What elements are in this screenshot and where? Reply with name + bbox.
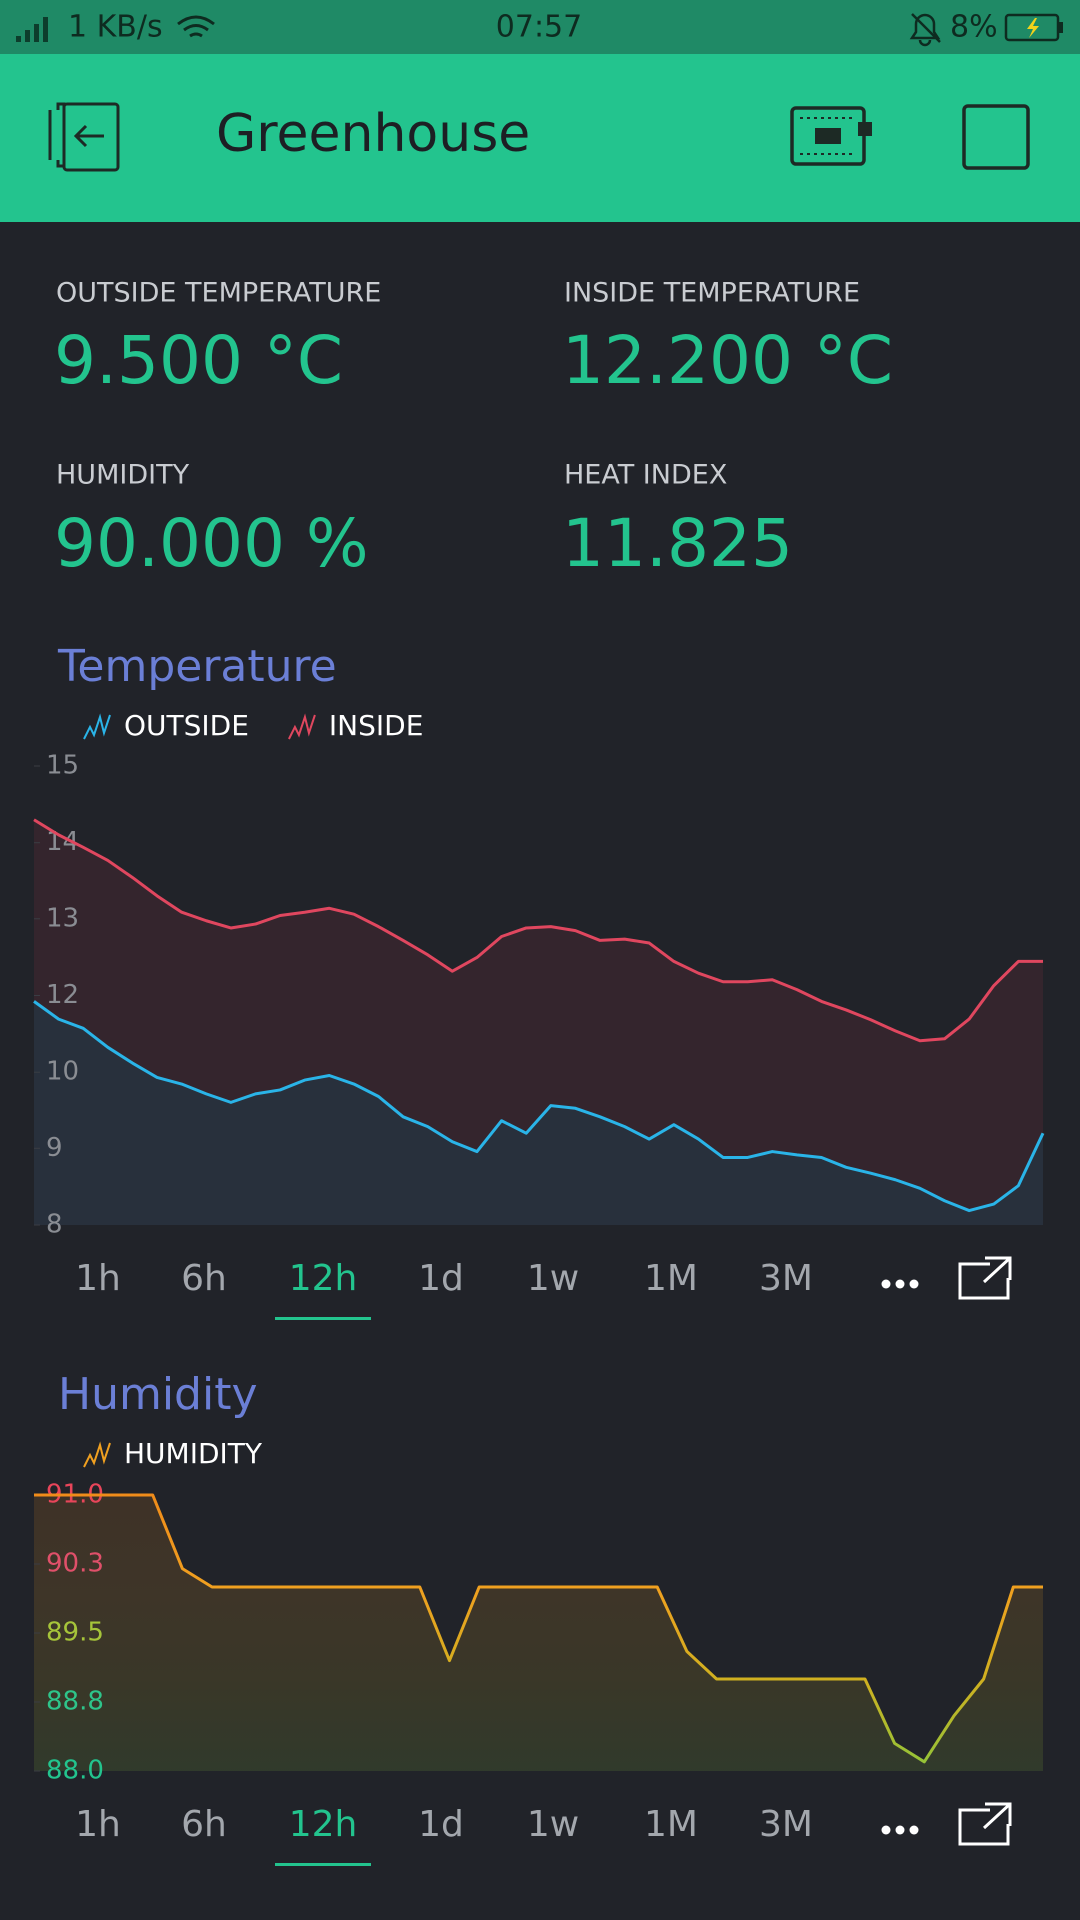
- y-tick-label: 10: [46, 1057, 79, 1087]
- selected-tab-underline: [275, 1863, 371, 1866]
- dot: [895, 1825, 905, 1835]
- network-speed: 1 KB/s: [68, 10, 163, 45]
- legend-label: INSIDE: [329, 709, 424, 742]
- expand-button[interactable]: [958, 1256, 1012, 1300]
- range-tab[interactable]: 12h: [289, 1258, 358, 1299]
- series-line: [34, 1493, 1043, 1764]
- range-tab[interactable]: 1w: [527, 1804, 579, 1845]
- y-tick-label: 13: [46, 903, 79, 933]
- mute-icon: [909, 13, 941, 47]
- chart-title: Humidity: [58, 1369, 258, 1420]
- series-area: [34, 1495, 1043, 1771]
- y-tick-label: 15: [46, 751, 79, 781]
- signal-icon: [16, 17, 48, 42]
- y-tick-label: 9: [46, 1133, 63, 1163]
- dot: [881, 1825, 891, 1835]
- clock: 07:57: [496, 10, 582, 45]
- y-tick-label: 89.5: [46, 1618, 104, 1648]
- range-tab[interactable]: 6h: [181, 1258, 227, 1299]
- range-tab[interactable]: 1h: [75, 1804, 121, 1845]
- range-tab[interactable]: 12h: [289, 1804, 358, 1845]
- tile-label: OUTSIDE TEMPERATURE: [56, 278, 381, 309]
- status-bar: [0, 0, 1080, 54]
- range-tab[interactable]: 3M: [759, 1258, 813, 1299]
- more-button[interactable]: [881, 1279, 919, 1289]
- range-tab[interactable]: 1d: [418, 1804, 464, 1845]
- header: [0, 54, 1080, 222]
- wifi-icon: [177, 15, 215, 38]
- dot: [909, 1279, 919, 1289]
- y-tick-label: 8: [46, 1210, 63, 1240]
- range-tab[interactable]: 1h: [75, 1258, 121, 1299]
- tile-value: 12.200 °C: [562, 322, 893, 399]
- expand-button[interactable]: [958, 1802, 1012, 1846]
- legend-icon: [288, 713, 316, 740]
- range-tab[interactable]: 1d: [418, 1258, 464, 1299]
- legend-label: OUTSIDE: [124, 709, 249, 742]
- legend-icon: [83, 1441, 111, 1468]
- y-tick-label: 90.3: [46, 1549, 104, 1579]
- tile-value: 9.500 °C: [54, 322, 343, 399]
- range-tab[interactable]: 1M: [644, 1258, 698, 1299]
- more-button[interactable]: [881, 1825, 919, 1835]
- dot: [881, 1279, 891, 1289]
- range-tab[interactable]: 6h: [181, 1804, 227, 1845]
- series-line: [33, 818, 1043, 1043]
- tiles: OUTSIDE TEMPERATURE 9.500 °C INSIDE TEMPER…: [54, 278, 893, 583]
- selected-tab-underline: [275, 1317, 371, 1320]
- legend-label: HUMIDITY: [124, 1437, 263, 1470]
- legend-icon: [83, 713, 111, 740]
- range-tab[interactable]: 3M: [759, 1804, 813, 1845]
- tile-label: INSIDE TEMPERATURE: [564, 278, 860, 309]
- device-button[interactable]: [790, 106, 872, 166]
- header-title: Greenhouse: [216, 104, 530, 164]
- y-tick-label: 88.0: [46, 1756, 104, 1786]
- series-line: [33, 1000, 1045, 1213]
- tile-label: HEAT INDEX: [564, 460, 727, 491]
- y-tick-label: 88.8: [46, 1687, 104, 1717]
- battery-icon: [1004, 13, 1063, 42]
- tile-value: 11.825: [562, 505, 793, 582]
- range-tab[interactable]: 1w: [527, 1258, 579, 1299]
- dot: [909, 1825, 919, 1835]
- chart-title: Temperature: [57, 641, 337, 692]
- y-tick-label: 12: [46, 980, 79, 1010]
- battery-percent: 8%: [950, 10, 998, 45]
- tile-label: HUMIDITY: [56, 460, 190, 491]
- series-area: [34, 1001, 1043, 1225]
- add-button[interactable]: [962, 104, 1030, 170]
- tile-value: 90.000 %: [54, 505, 369, 582]
- dot: [895, 1279, 905, 1289]
- range-tab[interactable]: 1M: [644, 1804, 698, 1845]
- back-button[interactable]: [48, 102, 120, 172]
